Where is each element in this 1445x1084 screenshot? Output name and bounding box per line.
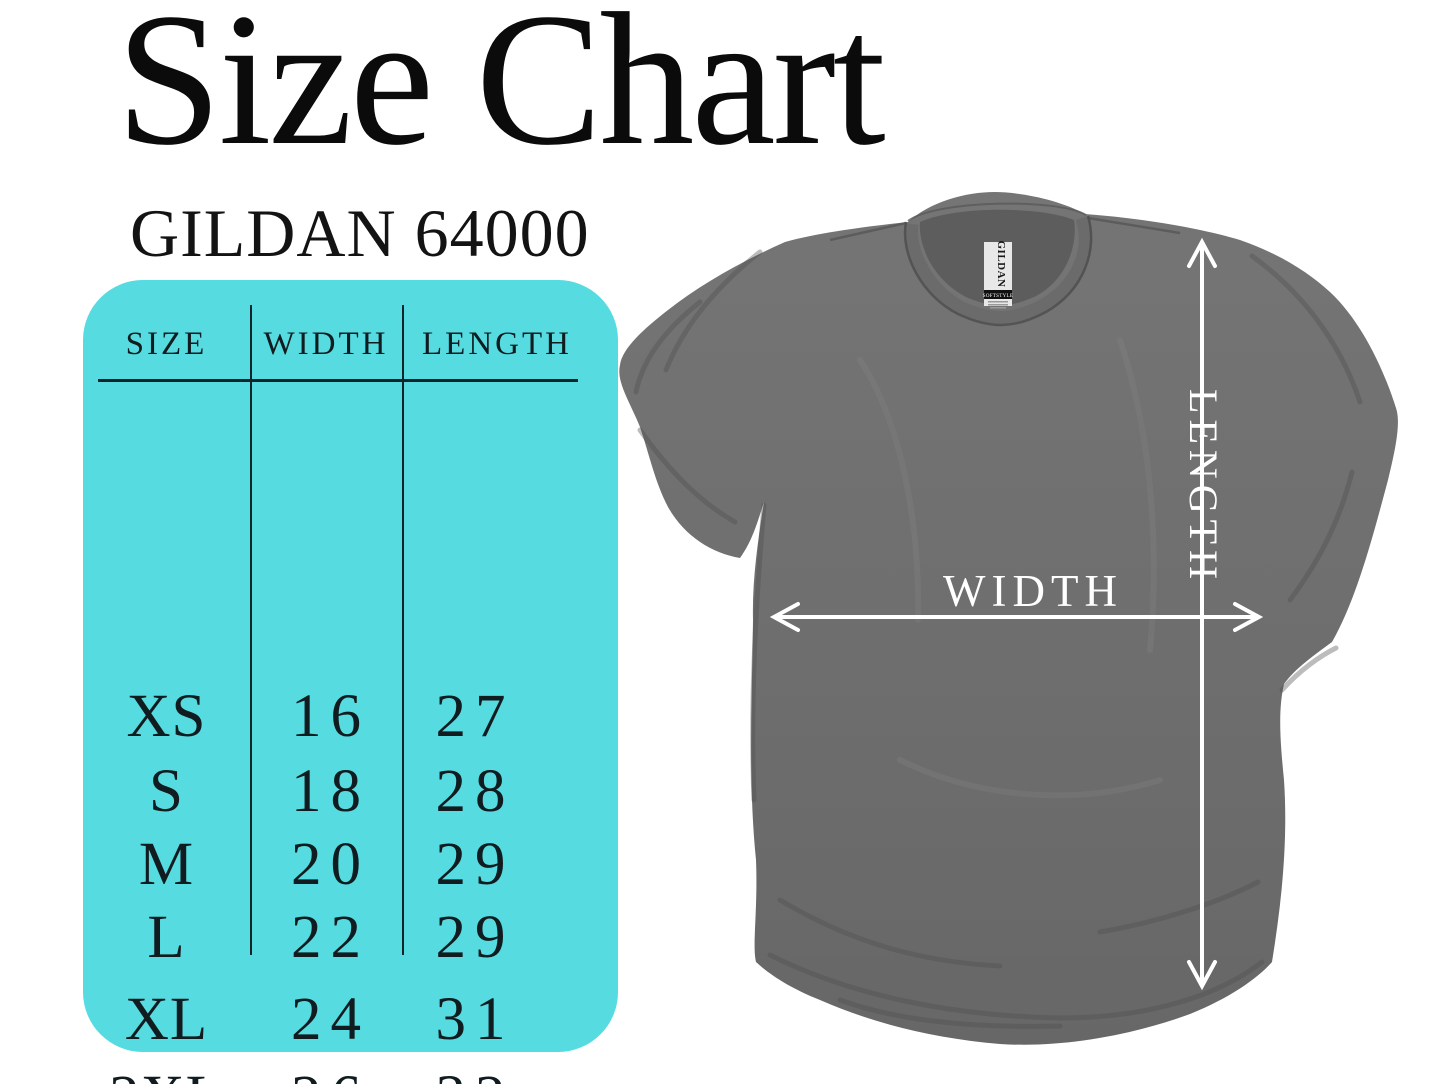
column-header-size: SIZE <box>125 325 208 362</box>
width-value: 22 <box>291 904 370 971</box>
column-divider <box>402 305 404 955</box>
size-chart-panel: SIZE WIDTH LENGTH XS 16 27 S 18 28 M 20 … <box>83 280 618 1084</box>
page-subtitle: GILDAN 64000 <box>130 195 590 271</box>
length-value: 29 <box>435 831 515 898</box>
collar-band <box>905 216 1092 324</box>
table-row: XL 24 31 <box>83 982 618 1058</box>
width-value: 24 <box>291 986 370 1053</box>
gildan-label-text: GILDAN <box>995 240 1007 287</box>
header-rule <box>98 379 578 382</box>
collar-top-edge <box>907 202 1087 222</box>
fabric-wrinkles <box>633 249 1363 1029</box>
width-value: 16 <box>291 683 370 750</box>
collar-outline <box>903 215 1093 327</box>
table-row: 2XL 26 32 <box>83 1060 618 1084</box>
size-value: XS <box>126 683 207 750</box>
table-row: S 18 28 <box>83 754 618 830</box>
length-value: 27 <box>435 683 515 750</box>
softstyle-label-text: SOFTSTYLE <box>983 294 1013 299</box>
length-arrow <box>1187 237 1217 991</box>
neck-label: GILDAN SOFTSTYLE <box>983 240 1013 309</box>
width-arrow <box>769 602 1264 632</box>
width-label: WIDTH <box>943 566 1123 616</box>
shoulder-seams <box>829 216 1181 242</box>
table-row: XS 16 27 <box>83 679 618 755</box>
column-header-width: WIDTH <box>263 325 389 362</box>
size-value: XL <box>124 986 209 1053</box>
size-value: L <box>147 904 186 971</box>
fabric-highlights <box>857 337 1163 799</box>
table-header-row: SIZE WIDTH LENGTH <box>83 306 618 382</box>
table-row: M 20 29 <box>83 827 618 903</box>
length-label: LENGTH <box>1181 389 1226 585</box>
width-value: 18 <box>291 758 370 825</box>
table-row: L 22 29 <box>83 900 618 976</box>
width-value: 20 <box>291 831 370 898</box>
size-value: 2XL <box>83 1063 250 1084</box>
length-value: 29 <box>435 904 515 971</box>
length-value: 31 <box>435 986 515 1053</box>
column-divider <box>250 305 252 955</box>
length-value: 28 <box>435 758 515 825</box>
size-value: S <box>149 758 184 825</box>
page-title: Size Chart <box>116 0 886 185</box>
column-header-length: LENGTH <box>422 325 572 362</box>
size-value: M <box>138 831 195 898</box>
length-value: 32 <box>402 1063 618 1084</box>
width-value: 26 <box>250 1063 402 1084</box>
